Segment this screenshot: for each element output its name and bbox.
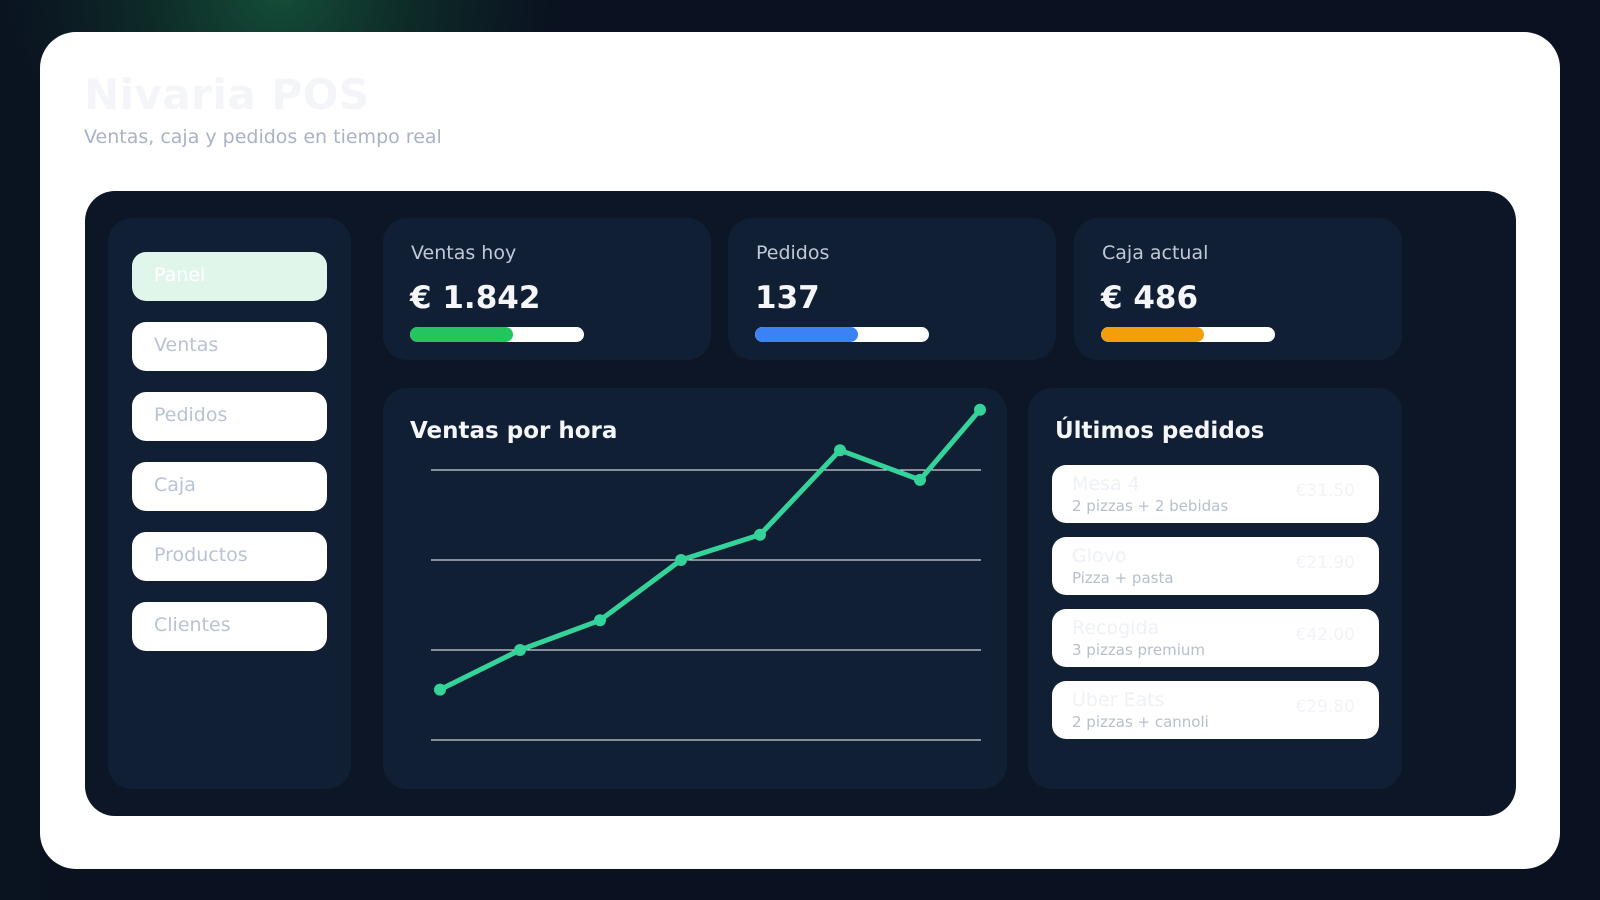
kpi-label: Ventas hoy <box>411 242 517 264</box>
order-description: 2 pizzas + 2 bebidas <box>1072 497 1229 515</box>
order-price: €29.80 <box>1295 697 1355 717</box>
sidebar-item-productos[interactable]: Productos <box>132 532 327 581</box>
recent-orders-card: Últimos pedidos Mesa 4 2 pizzas + 2 bebi… <box>1028 388 1402 789</box>
kpi-progress-bar <box>755 327 929 342</box>
kpi-value: € 486 <box>1101 280 1199 316</box>
order-description: 3 pizzas premium <box>1072 641 1206 659</box>
sidebar-item-clientes[interactable]: Clientes <box>132 602 327 651</box>
order-price: €21.90 <box>1295 553 1355 573</box>
app-subtitle: Ventas, caja y pedidos en tiempo real <box>84 126 442 148</box>
sidebar-item-caja[interactable]: Caja <box>132 462 327 511</box>
order-name: Mesa 4 <box>1072 473 1140 495</box>
kpi-value: € 1.842 <box>410 280 541 316</box>
sales-line <box>437 407 983 693</box>
order-item[interactable]: Uber Eats 2 pizzas + cannoli €29.80 <box>1052 681 1379 739</box>
order-item[interactable]: Recogida 3 pizzas premium €42.00 <box>1052 609 1379 667</box>
kpi-progress-fill <box>1101 327 1204 342</box>
kpi-card-pedidos: Pedidos 137 <box>728 218 1056 360</box>
kpi-label: Caja actual <box>1102 242 1209 264</box>
order-description: 2 pizzas + cannoli <box>1072 713 1209 731</box>
order-name: Glovo <box>1072 545 1127 567</box>
kpi-card-ventas-hoy: Ventas hoy € 1.842 <box>383 218 711 360</box>
order-name: Recogida <box>1072 617 1160 639</box>
chart-data-points <box>434 403 986 696</box>
order-item[interactable]: Mesa 4 2 pizzas + 2 bebidas €31.50 <box>1052 465 1379 523</box>
order-name: Uber Eats <box>1072 689 1165 711</box>
kpi-progress-bar <box>1101 327 1275 342</box>
kpi-label: Pedidos <box>756 242 830 264</box>
sidebar-item-panel[interactable]: Panel <box>132 252 327 301</box>
sidebar-item-pedidos[interactable]: Pedidos <box>132 392 327 441</box>
kpi-value: 137 <box>755 280 820 316</box>
order-price: €42.00 <box>1295 625 1355 645</box>
sidebar-item-ventas[interactable]: Ventas <box>132 322 327 371</box>
sales-line-chart <box>431 403 986 741</box>
order-item[interactable]: Glovo Pizza + pasta €21.90 <box>1052 537 1379 595</box>
app-title: Nivaria POS <box>84 70 370 119</box>
kpi-progress-fill <box>755 327 858 342</box>
order-price: €31.50 <box>1295 481 1355 501</box>
kpi-progress-bar <box>410 327 584 342</box>
chart-title: Ventas por hora <box>410 418 618 444</box>
sales-chart-card: Ventas por hora <box>383 388 1007 789</box>
kpi-progress-fill <box>410 327 513 342</box>
order-description: Pizza + pasta <box>1072 569 1174 587</box>
kpi-card-caja-actual: Caja actual € 486 <box>1074 218 1402 360</box>
chart-gridlines <box>431 469 981 741</box>
recent-orders-title: Últimos pedidos <box>1055 418 1265 444</box>
